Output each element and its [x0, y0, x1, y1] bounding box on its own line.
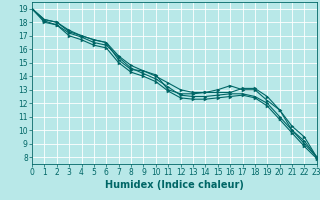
X-axis label: Humidex (Indice chaleur): Humidex (Indice chaleur): [105, 180, 244, 190]
